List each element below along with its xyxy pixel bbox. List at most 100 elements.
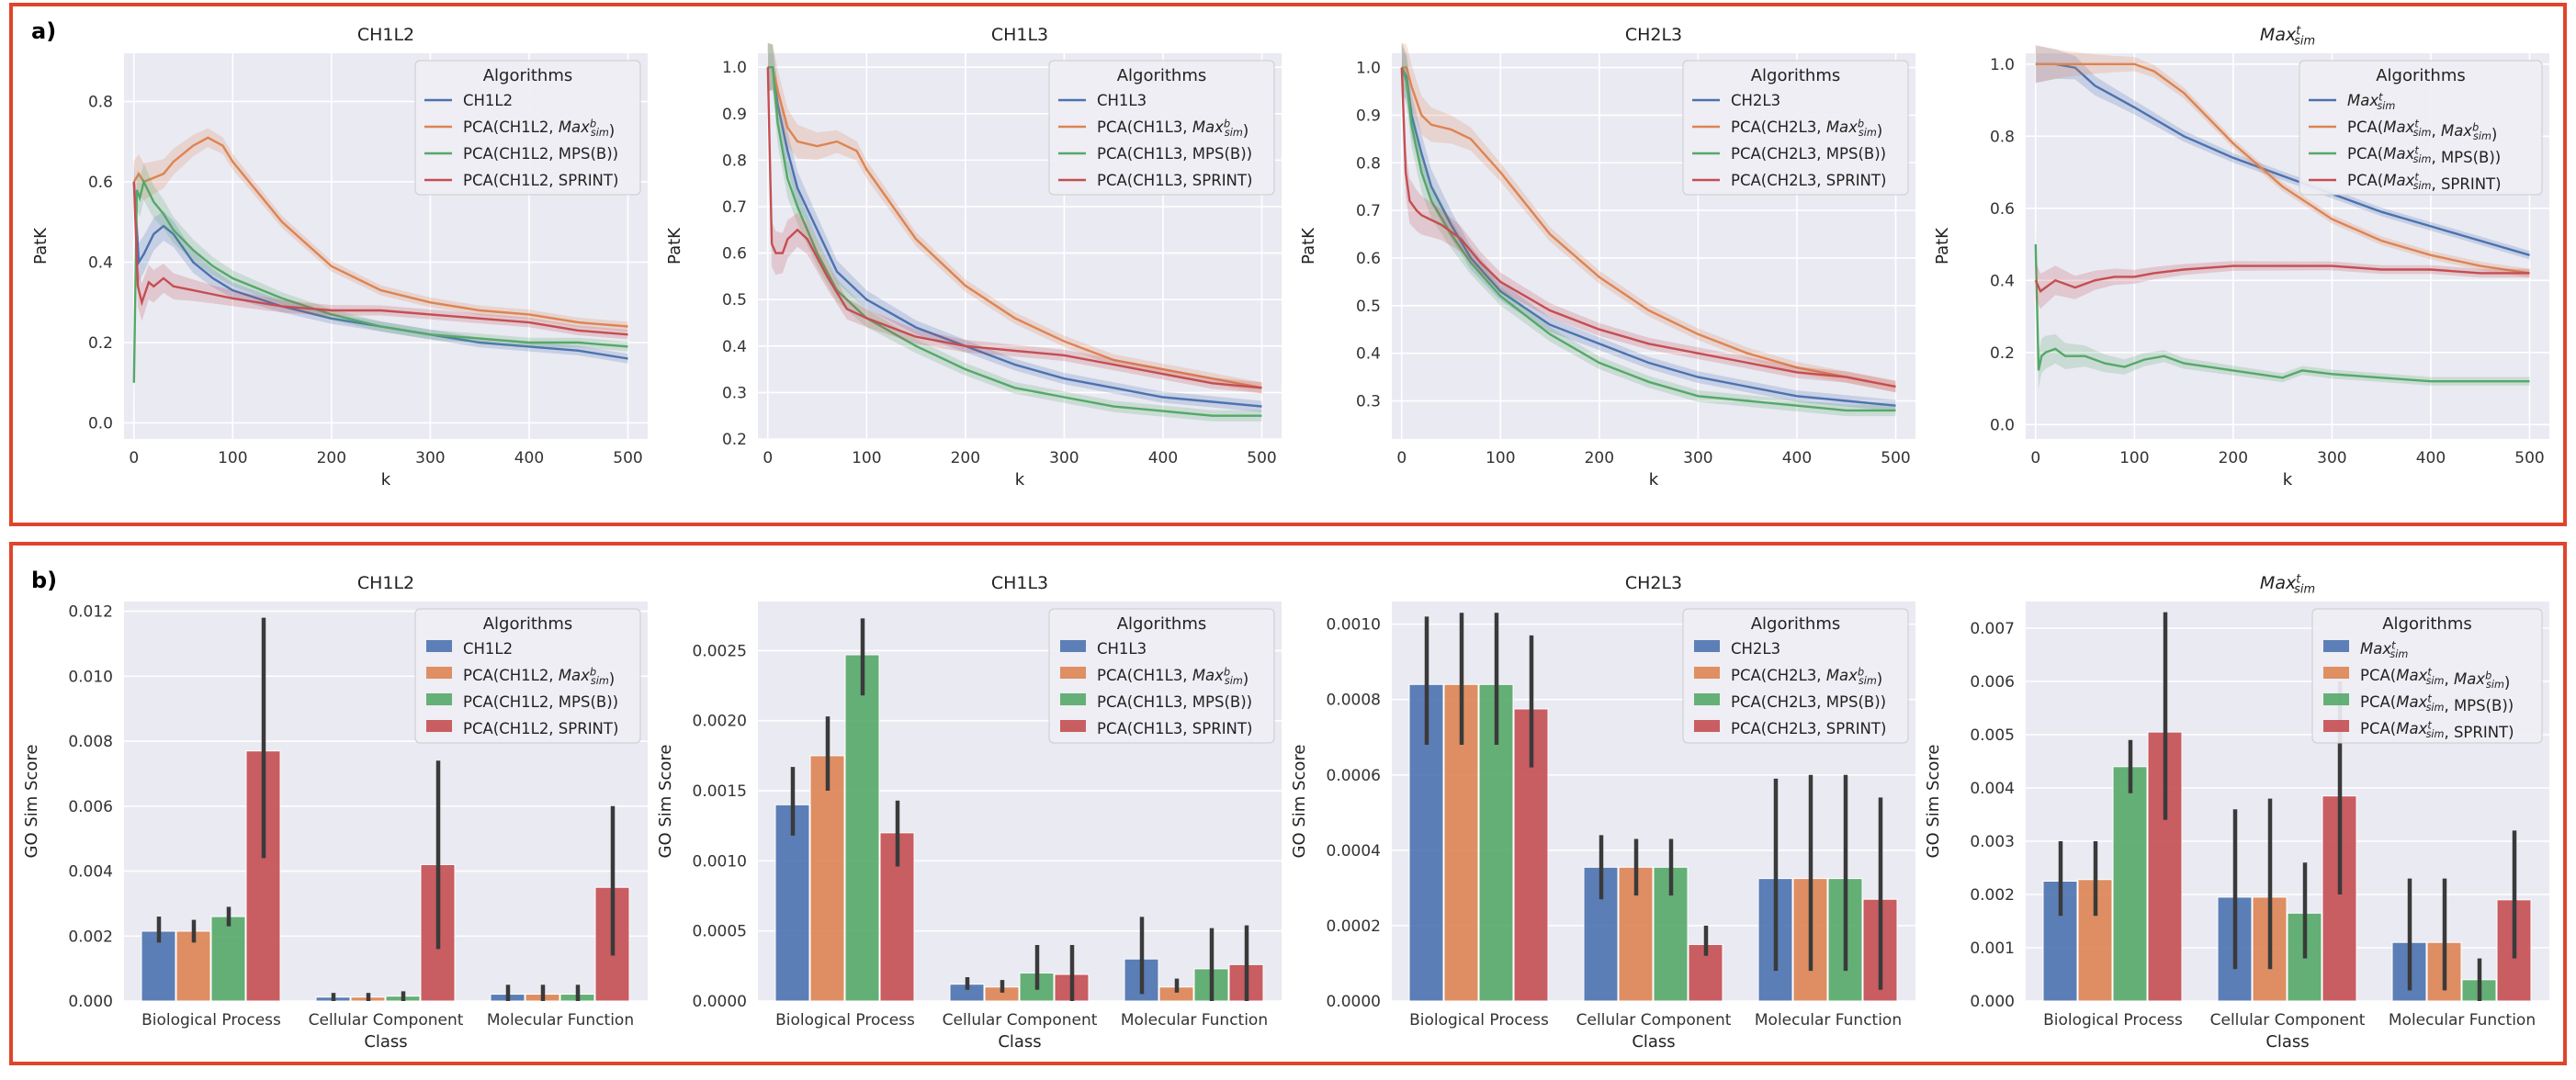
legend-entry-label: PCA(CH1L3, SPRINT): [1097, 172, 1252, 189]
chart-8: Maxt sim 0.000 0.001 0.002 0.003 0.004 0.005 0.0…: [1924, 573, 2549, 1052]
series-line: [766, 67, 1262, 389]
legend-entry-label: PCA(Maxt sim, Maxb sim): [2347, 118, 2497, 142]
legend-entry-label: PCA(CH1L2, SPRINT): [463, 172, 618, 189]
y-tick-label: 0.0: [88, 415, 113, 433]
y-tick-label: 0.000: [68, 993, 113, 1011]
y-axis-label: PatK: [1933, 227, 1952, 264]
y-tick-label: 0.5: [722, 291, 747, 309]
legend-entry-label: Maxt sim: [2347, 91, 2395, 112]
legend-box: [2299, 60, 2543, 196]
x-tick-label: 500: [1247, 449, 1276, 467]
chart-title: Maxt sim: [2260, 25, 2315, 49]
y-tick-label: 0.7: [1356, 202, 1381, 220]
legend: Algorithms CH1L3 PCA(CH1L3, Maxb sim) PCA(CH…: [1048, 608, 1275, 744]
y-tick-label: 0.012: [68, 603, 113, 622]
series-line: [767, 65, 1262, 408]
y-tick-label: 1.0: [722, 59, 747, 77]
y-tick-label: 0.4: [1990, 272, 2015, 290]
legend-entry-label: PCA(CH2L3, SPRINT): [1731, 720, 1886, 737]
y-tick-label: 0.7: [722, 198, 747, 217]
x-tick-label: 300: [1049, 449, 1079, 467]
chart-2: CH1L3 0.2 0.3 0.4 0.5 0.6 0.7 0.8 0.9 1.0 PatK 0 100…: [665, 25, 1282, 489]
legend-swatch: [426, 667, 452, 679]
y-tick-label: 0.0010: [1327, 616, 1381, 635]
y-tick-label: 0.0004: [1327, 842, 1381, 861]
series-band: [767, 42, 1262, 412]
x-tick-label: 500: [2514, 449, 2544, 467]
y-tick-label: 0.0020: [693, 713, 747, 731]
y-tick-label: 0.0025: [693, 642, 747, 660]
series-line: [2035, 62, 2530, 256]
bar: [1443, 683, 1479, 1002]
x-tick-label: 300: [415, 449, 445, 467]
x-tick-label: 200: [1585, 449, 1614, 467]
x-tick-label: Biological Process: [1409, 1011, 1549, 1029]
x-tick-label: 500: [613, 449, 642, 467]
bar: [2042, 881, 2078, 1002]
x-tick-label: Biological Process: [2043, 1011, 2183, 1029]
legend-title: Algorithms: [1751, 614, 1841, 634]
legend-swatch: [1060, 667, 1086, 679]
legend-title: Algorithms: [1751, 66, 1841, 85]
x-axis-label: k: [2283, 470, 2293, 489]
legend-entry-label: PCA(CH1L2, Maxb sim): [463, 118, 615, 140]
x-axis-label: Class: [1632, 1032, 1675, 1052]
legend: Algorithms CH1L2 PCA(CH1L2, Maxb sim) PCA(CH…: [414, 608, 641, 744]
x-tick-label: 100: [2119, 449, 2149, 467]
y-tick-label: 0.6: [722, 245, 747, 264]
x-tick-label: 200: [2219, 449, 2248, 467]
x-axis-label: Class: [2265, 1032, 2309, 1052]
legend-swatch: [1694, 720, 1720, 732]
legend-title: Algorithms: [2376, 66, 2466, 85]
row-a-frame: [9, 3, 2567, 526]
series-band: [1401, 42, 1896, 417]
legend-title: Algorithms: [2382, 614, 2472, 634]
series-line: [1400, 67, 1896, 412]
series-band: [2035, 45, 2530, 260]
y-tick-label: 0.0005: [693, 923, 747, 941]
x-tick-label: Cellular Component: [309, 1011, 464, 1029]
series-line: [1400, 67, 1896, 407]
y-tick-label: 0.004: [68, 863, 113, 882]
panel-a-label: a): [31, 18, 56, 44]
x-tick-label: Cellular Component: [2210, 1011, 2366, 1029]
y-axis-label: GO Sim Score: [656, 745, 675, 859]
legend: Algorithms CH1L3 PCA(CH1L3, Maxb sim) PCA(CH…: [1048, 60, 1275, 196]
legend-swatch: [2323, 640, 2349, 652]
legend: Algorithms CH1L2 PCA(CH1L2, Maxb sim) PCA(CH…: [414, 60, 641, 196]
legend-entry-label: CH2L3: [1731, 92, 1780, 109]
y-tick-label: 0.002: [1970, 886, 2015, 905]
y-tick-label: 0.003: [1970, 833, 2015, 851]
legend-box: [1048, 60, 1275, 196]
x-tick-label: 400: [514, 449, 544, 467]
legend: Algorithms CH2L3 PCA(CH2L3, Maxb sim) PCA(CH…: [1682, 60, 1909, 196]
x-tick-label: 100: [852, 449, 881, 467]
chart-title: CH2L3: [1625, 573, 1682, 593]
y-axis-label: PatK: [665, 227, 684, 264]
series-line: [767, 65, 1262, 389]
legend-entry-label: PCA(CH1L2, SPRINT): [463, 720, 618, 737]
series-line: [132, 136, 628, 328]
y-tick-label: 0.4: [1356, 345, 1381, 364]
y-tick-label: 0.2: [1990, 344, 2015, 363]
chart-6: CH1L3 0.0000 0.0005 0.0010 0.0015 0.0020 0.002…: [656, 573, 1282, 1052]
y-tick-label: 0.0000: [1327, 993, 1381, 1011]
x-tick-label: Biological Process: [141, 1011, 281, 1029]
series-band: [133, 163, 628, 404]
legend-entry-label: PCA(Maxt sim, MPS(B)): [2360, 692, 2514, 714]
y-tick-label: 0.5: [1356, 298, 1381, 316]
chart-title: CH1L3: [991, 25, 1048, 45]
legend-entry-label: CH1L2: [463, 92, 513, 109]
y-tick-label: 0.002: [68, 928, 113, 946]
x-tick-label: 400: [2416, 449, 2446, 467]
legend-entry-label: PCA(CH2L3, Maxb sim): [1731, 118, 1882, 140]
series-line: [1400, 67, 1896, 388]
y-tick-label: 0.8: [722, 152, 747, 170]
chart-4: Maxt sim 0.0 0.2 0.4 0.6 0.8 1.0 PatK 0 100 200 300 4…: [1933, 25, 2549, 489]
x-tick-label: 0: [2030, 449, 2040, 467]
legend-entry-label: PCA(CH1L2, MPS(B)): [463, 693, 618, 711]
y-tick-label: 0.9: [722, 106, 747, 124]
x-tick-label: 0: [763, 449, 773, 467]
